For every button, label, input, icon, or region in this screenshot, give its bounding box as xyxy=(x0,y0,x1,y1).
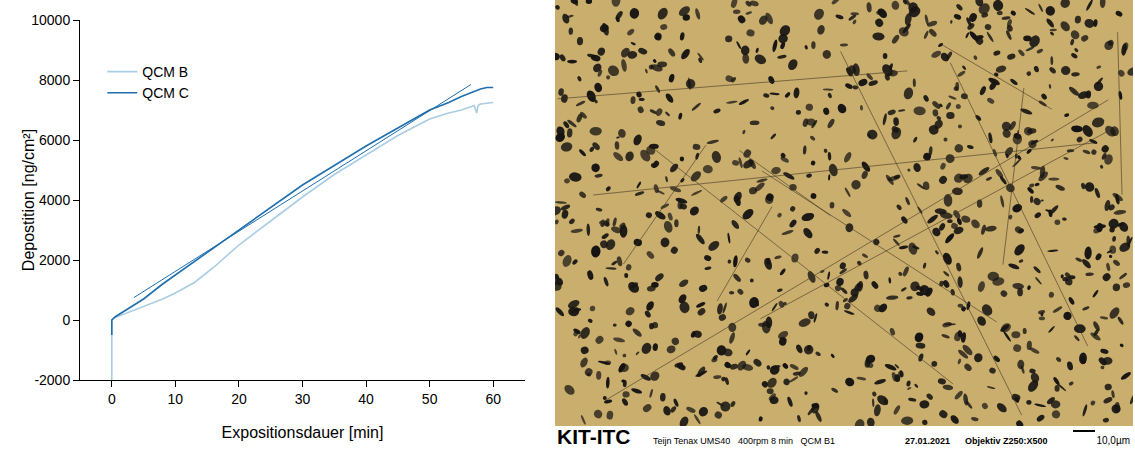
svg-text:20: 20 xyxy=(231,391,247,407)
svg-text:4000: 4000 xyxy=(39,192,70,208)
svg-text:6000: 6000 xyxy=(39,132,70,148)
svg-text:-2000: -2000 xyxy=(34,372,70,388)
svg-text:10: 10 xyxy=(168,391,184,407)
svg-text:0: 0 xyxy=(62,312,70,328)
svg-text:10,0µm: 10,0µm xyxy=(1096,435,1130,446)
svg-text:30: 30 xyxy=(295,391,311,407)
svg-text:0: 0 xyxy=(108,391,116,407)
svg-text:8000: 8000 xyxy=(39,72,70,88)
svg-text:Depostition [ng/cm²]: Depostition [ng/cm²] xyxy=(20,129,37,271)
svg-text:Objektiv Z250:X500: Objektiv Z250:X500 xyxy=(965,436,1048,446)
svg-text:27.01.2021: 27.01.2021 xyxy=(905,436,950,446)
svg-text:50: 50 xyxy=(422,391,438,407)
svg-text:10000: 10000 xyxy=(31,12,70,28)
svg-text:Teijn Tenax UMS40 400rpm 8 m: Teijn Tenax UMS40 400rpm 8 min QCM B1 xyxy=(653,436,835,446)
svg-text:KIT-ITC: KIT-ITC xyxy=(557,425,631,448)
svg-text:Expositionsdauer [min]: Expositionsdauer [min] xyxy=(222,424,384,441)
svg-text:QCM C: QCM C xyxy=(142,85,189,101)
svg-text:QCM B: QCM B xyxy=(142,64,188,80)
svg-text:40: 40 xyxy=(358,391,374,407)
svg-text:2000: 2000 xyxy=(39,252,70,268)
svg-text:60: 60 xyxy=(485,391,501,407)
